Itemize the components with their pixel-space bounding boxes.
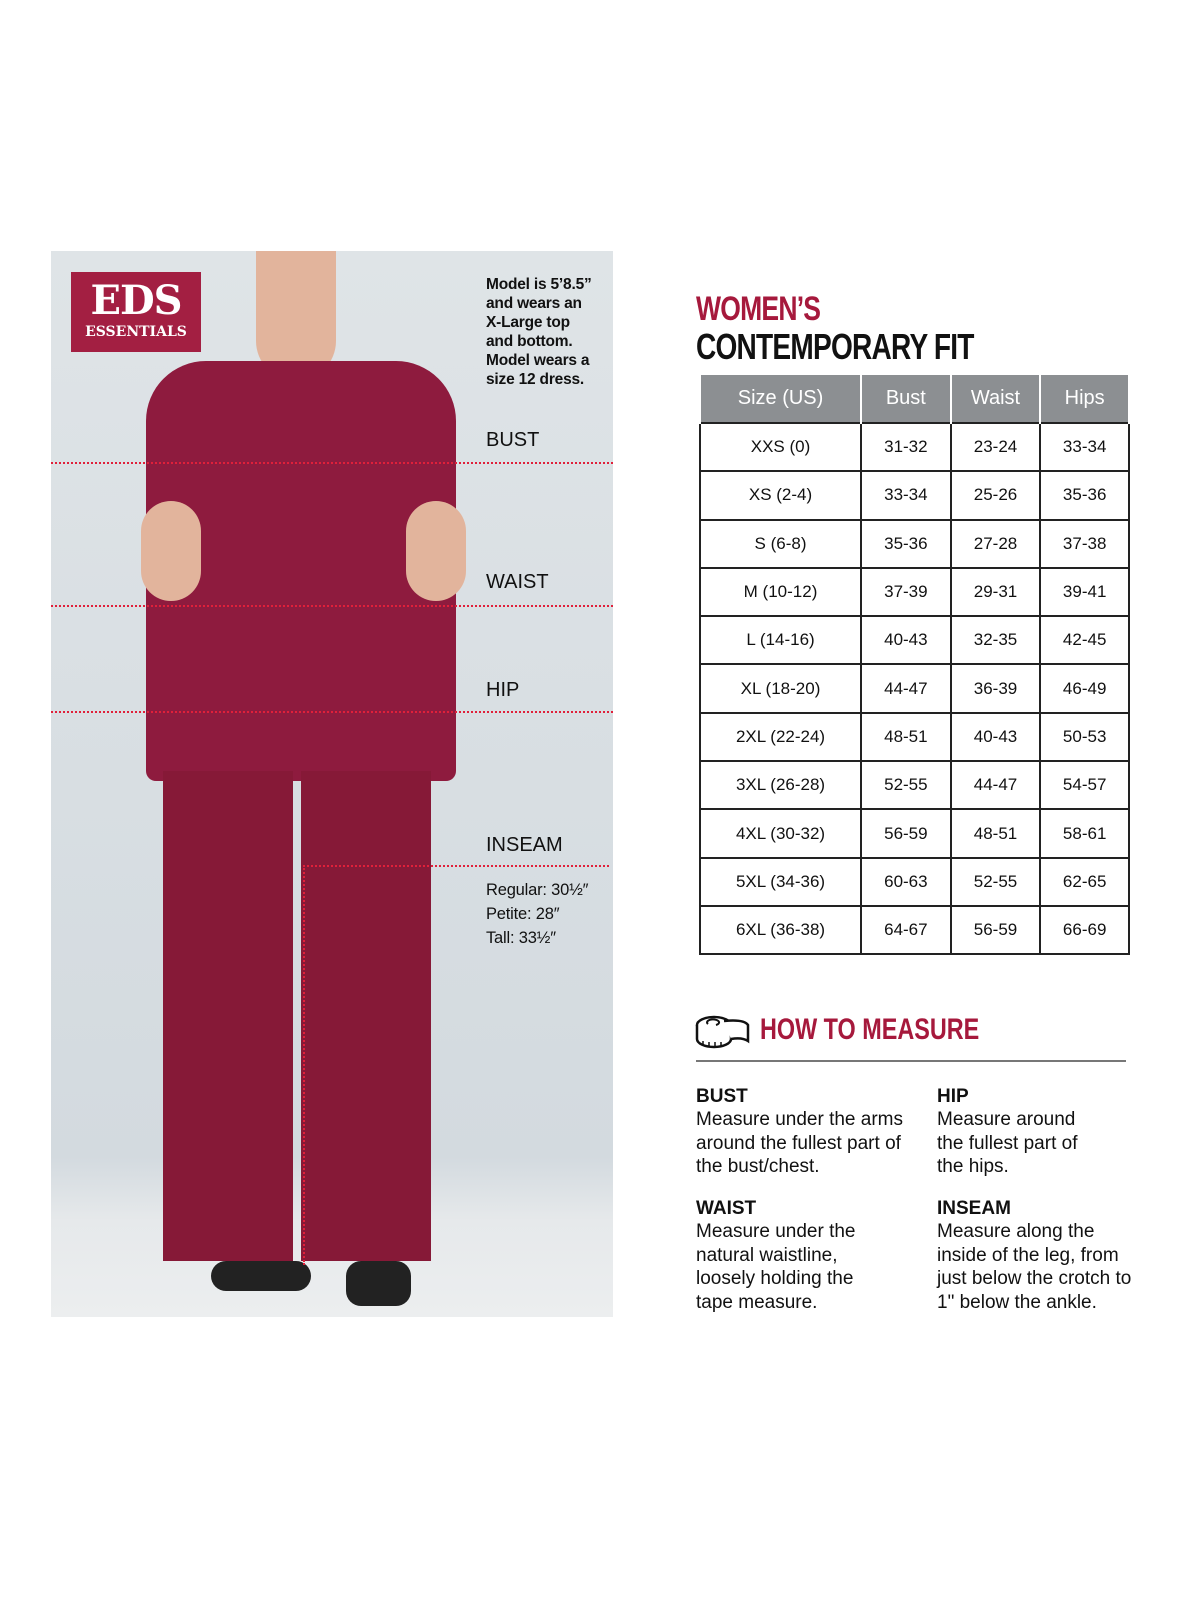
cell-hips: 35-36 <box>1039 470 1130 521</box>
model-note: Model is 5’8.5” and wears an X-Large top an… <box>486 276 592 388</box>
cell-bust: 35-36 <box>860 518 952 569</box>
arm-right <box>406 501 466 601</box>
cell-hips: 62-65 <box>1039 856 1130 907</box>
cell-waist: 56-59 <box>949 904 1042 956</box>
waist-label: WAIST <box>486 571 549 593</box>
cell-waist: 32-35 <box>949 615 1042 666</box>
table-row: S (6-8) 35-36 27-28 37-38 <box>698 518 1130 569</box>
logo-text: EDS <box>90 277 182 324</box>
hip-label: HIP <box>486 679 520 701</box>
size-chart-table: Size (US) Bust Waist Hips XXS (0) 31-32 23… <box>698 375 1130 956</box>
header-bust: Bust <box>860 375 952 423</box>
cell-waist: 40-43 <box>949 711 1042 763</box>
cell-hips: 33-34 <box>1039 421 1130 473</box>
cell-bust: 48-51 <box>860 711 952 763</box>
inseam-lengths: Regular: 30½″ Petite: 28″ Tall: 33½″ <box>486 881 589 947</box>
cell-bust: 40-43 <box>860 615 952 666</box>
model-head <box>256 251 336 381</box>
title-line-2: CONTEMPORARY FIT <box>696 326 974 367</box>
logo-subtext: ESSENTIALS <box>85 324 187 340</box>
header-hips: Hips <box>1039 375 1130 423</box>
cell-size: 6XL (36-38) <box>698 904 863 956</box>
cell-hips: 66-69 <box>1039 904 1130 956</box>
cell-size: M (10-12) <box>698 566 863 618</box>
table-row: 4XL (30-32) 56-59 48-51 58-61 <box>698 808 1130 859</box>
divider <box>696 1060 1126 1062</box>
eds-essentials-logo: EDS ESSENTIALS <box>71 272 201 352</box>
cell-hips: 37-38 <box>1039 518 1130 569</box>
cell-bust: 31-32 <box>860 421 952 473</box>
inseam-vertical-line <box>303 865 305 1265</box>
measure-waist: WAIST Measure under the natural waistline… <box>696 1198 856 1313</box>
measure-hip: HIP Measure around the fullest part of th… <box>937 1086 1078 1177</box>
table-row: M (10-12) 37-39 29-31 39-41 <box>698 566 1130 618</box>
cell-bust: 52-55 <box>860 760 952 811</box>
cell-bust: 56-59 <box>860 808 952 859</box>
waist-line <box>51 605 613 607</box>
table-row: L (14-16) 40-43 32-35 42-45 <box>698 615 1130 666</box>
cell-size: XL (18-20) <box>698 663 863 714</box>
table-row: 5XL (34-36) 60-63 52-55 62-65 <box>698 856 1130 907</box>
cell-size: 4XL (30-32) <box>698 808 863 859</box>
hip-line <box>51 711 613 713</box>
scrub-pants-right <box>301 771 431 1261</box>
cell-bust: 64-67 <box>860 904 952 956</box>
cell-size: XS (2-4) <box>698 470 863 521</box>
cell-waist: 52-55 <box>949 856 1042 907</box>
bust-label: BUST <box>486 429 540 451</box>
arm-left <box>141 501 201 601</box>
table-row: XS (2-4) 33-34 25-26 35-36 <box>698 470 1130 521</box>
table-row: XXS (0) 31-32 23-24 33-34 <box>698 421 1130 473</box>
shoe-left <box>211 1261 311 1291</box>
title-line-1: WOMEN’S <box>696 290 821 328</box>
measure-bust: BUST Measure under the arms around the fu… <box>696 1086 903 1177</box>
header-size: Size (US) <box>698 375 863 423</box>
table-header-row: Size (US) Bust Waist Hips <box>698 375 1130 423</box>
how-to-measure-heading: HOW TO MEASURE <box>760 1013 980 1046</box>
cell-size: L (14-16) <box>698 615 863 666</box>
cell-hips: 46-49 <box>1039 663 1130 714</box>
cell-waist: 25-26 <box>949 470 1042 521</box>
table-row: 2XL (22-24) 48-51 40-43 50-53 <box>698 711 1130 763</box>
cell-waist: 36-39 <box>949 663 1042 714</box>
header-waist: Waist <box>949 375 1042 423</box>
cell-bust: 60-63 <box>860 856 952 907</box>
shoe-right <box>346 1261 411 1306</box>
bust-line <box>51 462 613 464</box>
cell-hips: 39-41 <box>1039 566 1130 618</box>
cell-size: XXS (0) <box>698 421 863 473</box>
inseam-label: INSEAM <box>486 834 563 856</box>
cell-size: 2XL (22-24) <box>698 711 863 763</box>
cell-waist: 23-24 <box>949 421 1042 473</box>
table-row: XL (18-20) 44-47 36-39 46-49 <box>698 663 1130 714</box>
scrub-pants-left <box>163 771 293 1261</box>
cell-bust: 33-34 <box>860 470 952 521</box>
cell-size: 5XL (34-36) <box>698 856 863 907</box>
cell-hips: 50-53 <box>1039 711 1130 763</box>
cell-bust: 44-47 <box>860 663 952 714</box>
cell-waist: 27-28 <box>949 518 1042 569</box>
table-row: 3XL (26-28) 52-55 44-47 54-57 <box>698 760 1130 811</box>
model-photo: EDS ESSENTIALS Model is 5’8.5” and wears … <box>51 251 613 1317</box>
inseam-line <box>303 865 609 867</box>
cell-waist: 48-51 <box>949 808 1042 859</box>
cell-size: S (6-8) <box>698 518 863 569</box>
cell-waist: 29-31 <box>949 566 1042 618</box>
cell-hips: 54-57 <box>1039 760 1130 811</box>
table-row: 6XL (36-38) 64-67 56-59 66-69 <box>698 904 1130 956</box>
cell-bust: 37-39 <box>860 566 952 618</box>
tape-measure-icon <box>695 1015 750 1049</box>
cell-hips: 58-61 <box>1039 808 1130 859</box>
cell-waist: 44-47 <box>949 760 1042 811</box>
cell-hips: 42-45 <box>1039 615 1130 666</box>
cell-size: 3XL (26-28) <box>698 760 863 811</box>
measure-inseam: INSEAM Measure along the inside of the le… <box>937 1198 1132 1313</box>
